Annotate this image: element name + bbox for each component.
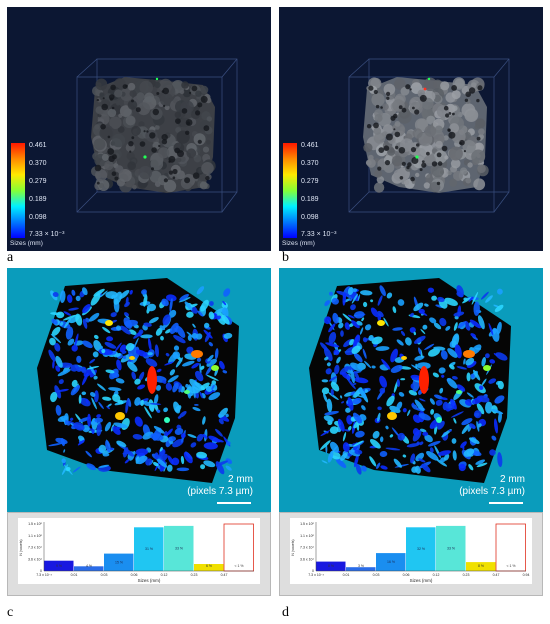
slice-sample [309,278,511,483]
colorbar-tick: 0.098 [29,214,47,221]
histogram-xtick: 0.12 [161,573,168,577]
porous-sample [363,77,489,193]
colorbar-tick: 0.189 [301,196,319,203]
histogram-xtick: 0.23 [191,573,198,577]
colorbar-unit: Sizes (mm) [282,240,315,247]
histogram-bar [74,566,104,571]
colorbar-tick: 0.370 [301,160,319,167]
histogram-bar [436,525,466,571]
histogram-bar [164,525,194,571]
histogram-ytick: 3.6 x 10⁴ [300,557,314,561]
histogram-xtick: 0.47 [493,573,500,577]
histogram-ytick: 7.3 x 10⁴ [300,546,314,550]
histogram-bar [194,564,224,571]
histogram-ytick: 3.6 x 10⁴ [28,557,42,561]
histogram-bar [44,560,74,571]
histogram-xtick: 0.03 [373,573,380,577]
histogram-ytick: 0 [40,569,42,573]
histogram-c-svg: N (voxels) Sizes (mm) 1.5 x 10⁵ 1.1 x 10⁵ 7.… [19,522,254,583]
histogram-bar [316,561,346,571]
colorbar-unit: Sizes (mm) [10,240,43,247]
colorbar-tick: 0.189 [29,196,47,203]
pore-slice-map [309,278,511,483]
histogram-ylabel: N (voxels) [19,539,23,555]
histogram-xtick: 0.12 [433,573,440,577]
histogram-bar-label: < 1 % [506,564,515,568]
panel-letter-a: a [7,250,14,265]
histogram-ytick: 7.3 x 10⁴ [28,546,42,550]
histogram-bar-label: 8 % [478,564,484,568]
histogram-bar-label: 6 % [206,564,212,568]
histogram-ytick: 1.1 x 10⁵ [300,534,314,538]
size-colorbar [11,143,25,238]
histogram-bar-label: 8 % [328,564,334,568]
colorbar-tick: 0.461 [29,142,47,149]
histogram-d-svg: N (voxels) Sizes (mm) 1.5 x 10⁵ 1.1 x 10⁵ 7.… [291,522,530,583]
histogram-bar-label: 33 % [175,546,183,550]
scale-length: 2 mm [228,474,253,485]
porous-sample [91,77,216,193]
histogram-ytick: 0 [312,569,314,573]
panel-b-3d-render: 0.461 0.370 0.279 0.189 0.098 7.33 × 10⁻… [279,7,543,251]
colorbar-tick: 0.279 [301,178,319,185]
histogram-xtick: 0.06 [403,573,410,577]
panel-letter-c: c [7,605,14,620]
histogram-bar-label: 33 % [447,546,455,550]
histogram-bar-label: 16 % [387,560,395,564]
histogram-bar [134,527,164,571]
panel-letter-d: d [282,605,289,620]
histogram-ytick: 1.5 x 10⁵ [28,522,42,526]
histogram-xlabel: Sizes (mm) [138,578,161,583]
size-colorbar [283,143,297,238]
histogram-ytick: 1.1 x 10⁵ [28,534,42,538]
scale-bar [217,502,251,504]
histogram-bar [346,567,376,571]
histogram-ytick: 1.5 x 10⁵ [300,522,314,526]
histogram-ylabel: N (voxels) [291,539,295,555]
panel-c-slice: 2 mm (pixels 7.3 µm) [7,268,271,512]
histogram-bar [466,562,496,571]
histogram-bar-label: 32 % [417,547,425,551]
histogram-bar [104,553,134,571]
scale-pixels: (pixels 7.3 µm) [187,486,253,497]
histogram-bar [406,527,436,571]
colorbar-tick: 0.098 [301,214,319,221]
pore-cube-render [76,58,238,213]
histogram-xtick: 0.06 [131,573,138,577]
histogram-xtick: 0.47 [221,573,228,577]
panel-letter-b: b [282,250,289,265]
histogram-c: N (voxels) Sizes (mm) 1.5 x 10⁵ 1.1 x 10⁵ 7.… [7,512,271,596]
histogram-xlabel: Sizes (mm) [410,578,433,583]
slice-sample [37,278,239,483]
colorbar-tick: 7.33 × 10⁻³ [29,231,65,238]
histogram-xtick: 7.3 x 10⁻³ [308,573,324,577]
colorbar-tick: 0.279 [29,178,47,185]
colorbar-tick: 0.370 [29,160,47,167]
histogram-bar-label: 9 % [56,564,62,568]
histogram-bar-label: 31 % [145,547,153,551]
colorbar-tick: 0.461 [301,142,319,149]
pore-slice-map [37,278,239,483]
histogram-xtick: 0.01 [71,573,78,577]
histogram-bar-label: 3 % [358,564,364,568]
histogram-xtick: 0.94 [523,573,530,577]
histogram-bar-label: < 1 % [234,564,243,568]
histogram-bar-label: 15 % [115,560,123,564]
panel-d-slice: 2 mm (pixels 7.3 µm) [279,268,543,512]
histogram-bar [376,553,406,571]
histogram-d: N (voxels) Sizes (mm) 1.5 x 10⁵ 1.1 x 10⁵ 7.… [279,512,543,596]
histogram-xtick: 0.01 [343,573,350,577]
pore-cube-render [348,58,510,213]
panel-a-3d-render: 0.461 0.370 0.279 0.189 0.098 7.33 × 10⁻… [7,7,271,251]
scale-pixels: (pixels 7.3 µm) [459,486,525,497]
histogram-xtick: 7.3 x 10⁻³ [36,573,52,577]
histogram-xtick: 0.23 [463,573,470,577]
histogram-bar-label: 4 % [86,564,92,568]
histogram-xtick: 0.03 [101,573,108,577]
scale-bar [489,502,523,504]
scale-length: 2 mm [500,474,525,485]
colorbar-tick: 7.33 × 10⁻³ [301,231,337,238]
